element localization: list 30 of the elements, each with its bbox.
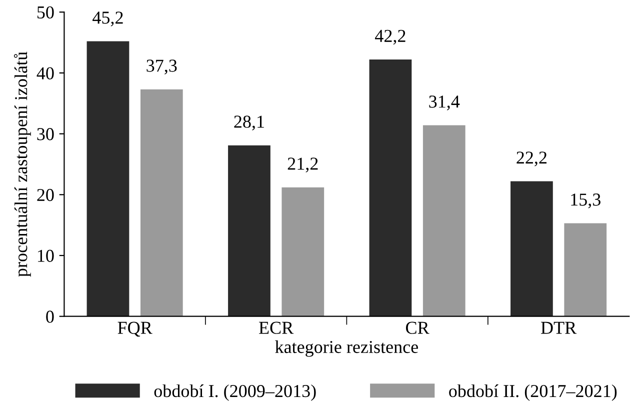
bar (140, 89, 183, 316)
bar (228, 145, 270, 316)
data-label: 21,2 (288, 158, 318, 172)
y-tick-label: 50 (37, 6, 54, 19)
y-tick-label: 40 (36, 67, 54, 80)
y-axis-title: procentuální zastoupení izolátů (14, 52, 31, 277)
bar (282, 187, 324, 316)
y-tick-label: 30 (37, 128, 54, 140)
x-tick-label: ECR (259, 322, 294, 334)
bar (369, 60, 412, 316)
legend-label: období I. (2009–2013) (154, 384, 316, 401)
bar (564, 223, 607, 316)
data-label: 28,1 (234, 116, 264, 130)
data-label: 45,2 (92, 12, 123, 26)
bar (510, 181, 553, 316)
x-tick-label: CR (406, 322, 430, 334)
data-label: 22,2 (516, 152, 547, 166)
data-label: 15,3 (571, 194, 600, 208)
data-label: 42,2 (375, 30, 406, 45)
x-tick-label: FQR (118, 322, 152, 337)
x-axis-title: kategorie rezistence (275, 340, 418, 357)
bar (86, 41, 130, 316)
data-label: 31,4 (429, 96, 460, 110)
y-tick-label: 20 (37, 188, 54, 202)
x-tick-label: DTR (541, 322, 577, 334)
bar (422, 125, 466, 316)
data-label: 37,3 (146, 60, 177, 74)
y-tick-label: 0 (46, 310, 54, 323)
y-tick-label: 10 (38, 250, 54, 262)
legend-label: období II. (2017–2021) (449, 384, 617, 401)
